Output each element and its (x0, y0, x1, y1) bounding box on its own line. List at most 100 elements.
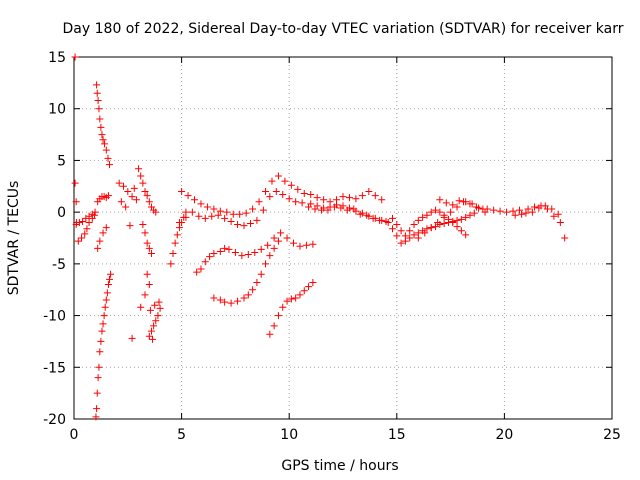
data-point (96, 115, 104, 123)
data-point (462, 231, 470, 239)
data-point (122, 203, 130, 211)
data-point (182, 213, 190, 221)
data-point (388, 225, 396, 233)
data-point (466, 211, 474, 219)
data-point (97, 123, 105, 131)
x-axis-label: GPS time / hours (281, 458, 398, 474)
data-point (272, 187, 280, 195)
data-point (93, 389, 101, 397)
data-point (292, 198, 300, 206)
data-point (210, 294, 218, 302)
data-point (309, 278, 317, 286)
data-point (440, 220, 448, 228)
y-tick-label: -5 (52, 257, 66, 273)
data-point (447, 208, 455, 216)
data-point (556, 218, 564, 226)
data-point (221, 244, 229, 252)
data-point (287, 295, 295, 303)
data-point (274, 172, 282, 180)
series-main-upper (178, 172, 386, 218)
x-tick-label: 15 (388, 427, 406, 443)
data-point (281, 177, 289, 185)
data-point (210, 250, 218, 258)
data-point (216, 296, 224, 304)
data-point (483, 205, 491, 213)
data-point (145, 244, 153, 252)
data-point (81, 230, 89, 238)
data-point (91, 208, 99, 216)
data-point (240, 294, 248, 302)
data-point (206, 253, 214, 261)
data-point (298, 199, 306, 207)
data-point (227, 217, 235, 225)
data-point (283, 297, 291, 305)
data-point (470, 209, 478, 217)
series-drop-low (92, 270, 115, 421)
data-point (313, 194, 321, 202)
data-point (117, 198, 125, 206)
data-point (93, 405, 101, 413)
data-point (141, 187, 149, 195)
data-point (101, 140, 109, 148)
data-point (522, 209, 530, 217)
series-late-b (511, 202, 564, 226)
data-point (143, 239, 151, 247)
data-point (197, 200, 205, 208)
data-point (210, 205, 218, 213)
data-point (99, 320, 107, 328)
data-point (234, 221, 242, 229)
data-point (515, 206, 523, 214)
data-point (173, 231, 181, 239)
data-point (94, 96, 102, 104)
data-point (104, 281, 112, 289)
data-point (145, 281, 153, 289)
data-point (119, 182, 127, 190)
data-point (221, 214, 229, 222)
data-point (236, 210, 244, 218)
data-point (393, 232, 401, 240)
data-point (244, 291, 252, 299)
series-drop-high (93, 81, 114, 169)
data-point (320, 204, 328, 212)
data-point (135, 165, 143, 173)
data-point (100, 312, 108, 320)
data-point (195, 212, 203, 220)
series-mid-band (307, 200, 386, 224)
data-point (414, 216, 422, 224)
data-point (104, 154, 112, 162)
data-point (305, 283, 313, 291)
x-tick-label: 10 (280, 427, 298, 443)
series-block-2 (115, 179, 140, 342)
data-point (94, 374, 102, 382)
data-point (143, 270, 151, 278)
data-point (106, 275, 114, 283)
data-point (490, 206, 498, 214)
y-tick-label: 0 (57, 205, 66, 221)
data-point (253, 216, 261, 224)
data-point (188, 208, 196, 216)
data-point (154, 312, 162, 320)
data-point (255, 198, 263, 206)
data-point (152, 317, 160, 325)
data-point (503, 208, 511, 216)
data-point (259, 206, 267, 214)
data-point (246, 220, 254, 228)
data-point (296, 291, 304, 299)
data-point (223, 208, 231, 216)
data-point (440, 213, 448, 221)
data-point (225, 245, 233, 253)
data-point (93, 81, 101, 89)
y-tick-label: -10 (43, 309, 66, 325)
data-point (371, 214, 379, 222)
x-tick-label: 0 (70, 427, 79, 443)
data-point (257, 270, 265, 278)
data-point (175, 218, 183, 226)
data-point (101, 303, 109, 311)
data-point (169, 250, 177, 258)
series-main-lower (175, 187, 390, 230)
data-point (384, 218, 392, 226)
data-point (339, 193, 347, 201)
data-point (147, 327, 155, 335)
data-point (257, 245, 265, 253)
data-point (352, 195, 360, 203)
